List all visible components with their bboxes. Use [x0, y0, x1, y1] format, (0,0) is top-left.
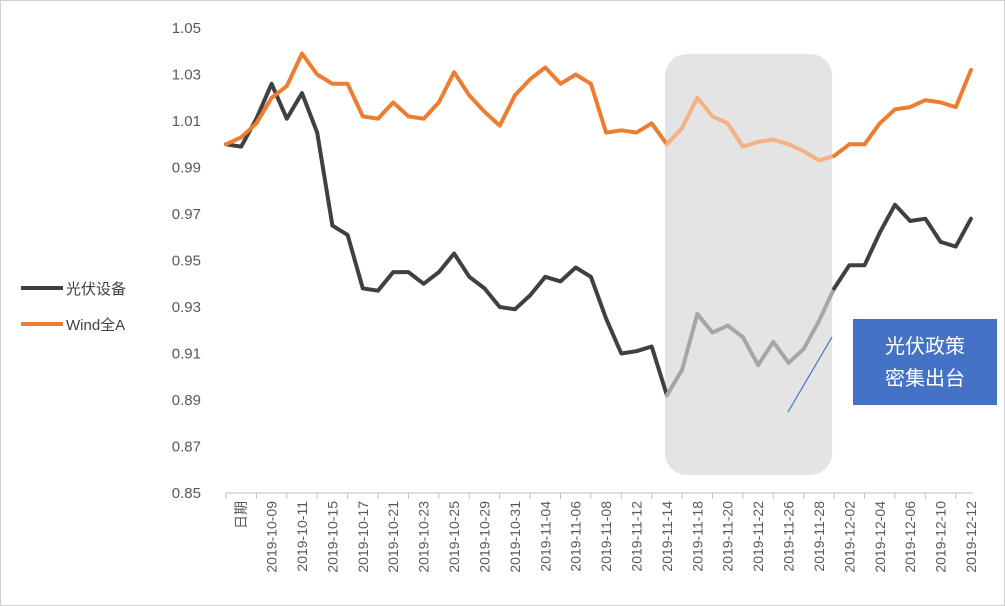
series-line-wind-all-a	[224, 51, 669, 147]
y-tick-label: 0.89	[172, 392, 201, 409]
y-tick-label: 0.87	[172, 439, 201, 456]
x-tick-label: 2019-10-21	[385, 501, 401, 573]
legend: 光伏设备 Wind全A	[21, 281, 126, 334]
x-tick-label: 2019-10-23	[416, 501, 432, 573]
x-tick-label: 2019-11-22	[750, 501, 766, 572]
y-tick-label: 0.91	[172, 346, 201, 363]
x-tick-label: 2019-11-20	[720, 501, 736, 572]
x-tick-label: 2019-11-08	[598, 501, 614, 572]
x-tick-label: 2019-10-15	[324, 501, 340, 573]
x-tick-label: 2019-12-06	[902, 501, 918, 573]
y-tick-label: 1.05	[172, 20, 201, 37]
y-tick-label: 0.93	[172, 299, 201, 316]
legend-label-wind-all-a: Wind全A	[66, 316, 125, 334]
x-tick-label: 2019-10-25	[446, 501, 462, 573]
x-tick-label: 日期	[233, 501, 249, 529]
series-line-photovoltaic	[224, 81, 669, 398]
y-tick-label: 1.03	[172, 67, 201, 84]
y-tick-label: 0.97	[172, 206, 201, 223]
y-tick-label: 0.99	[172, 160, 201, 177]
x-tick-label: 2019-10-11	[294, 501, 310, 572]
x-axis: 日期 2019-10-09 2019-10-11 2019-10-15 2019-10-…	[225, 492, 979, 573]
x-tick-label: 2019-10-29	[476, 501, 492, 573]
x-tick-label: 2019-12-10	[933, 501, 949, 573]
x-tick-label: 2019-11-14	[659, 501, 675, 572]
x-tick-label: 2019-12-04	[872, 501, 888, 573]
x-tick-label: 2019-11-12	[629, 501, 645, 572]
y-tick-label: 0.95	[172, 253, 201, 270]
x-tick-label: 2019-11-28	[811, 501, 827, 572]
x-tick-label: 2019-11-18	[689, 501, 705, 572]
x-tick-label: 2019-10-09	[264, 501, 280, 573]
y-tick-label: 1.01	[172, 113, 201, 130]
legend-label-photovoltaic: 光伏设备	[66, 281, 126, 298]
y-tick-label: 0.85	[172, 485, 201, 502]
callout-text-line-1: 光伏政策	[885, 335, 965, 358]
series-line-wind-all-a	[832, 67, 973, 158]
y-axis: 1.05 1.03 1.01 0.99 0.97 0.95 0.93 0.91 0.89 0.87…	[172, 20, 201, 502]
x-tick-label: 2019-10-17	[355, 501, 371, 573]
highlight-band	[664, 54, 833, 475]
x-tick-label: 2019-11-26	[781, 501, 797, 572]
x-tick-label: 2019-10-31	[507, 501, 523, 573]
x-tick-label: 2019-12-02	[841, 501, 857, 573]
series-line-photovoltaic	[832, 202, 973, 291]
callout-text-line-2: 密集出台	[885, 367, 965, 390]
x-tick-label: 2019-11-06	[568, 501, 584, 572]
callout-leader-line	[787, 336, 833, 413]
series-line-photovoltaic-highlighted	[664, 286, 837, 398]
series-lines	[224, 51, 973, 398]
x-tick-label: 2019-11-04	[537, 501, 553, 572]
series-line-wind-all-a-highlighted	[664, 95, 837, 163]
callout-box	[853, 319, 997, 405]
x-tick-label: 2019-12-12	[963, 501, 979, 573]
